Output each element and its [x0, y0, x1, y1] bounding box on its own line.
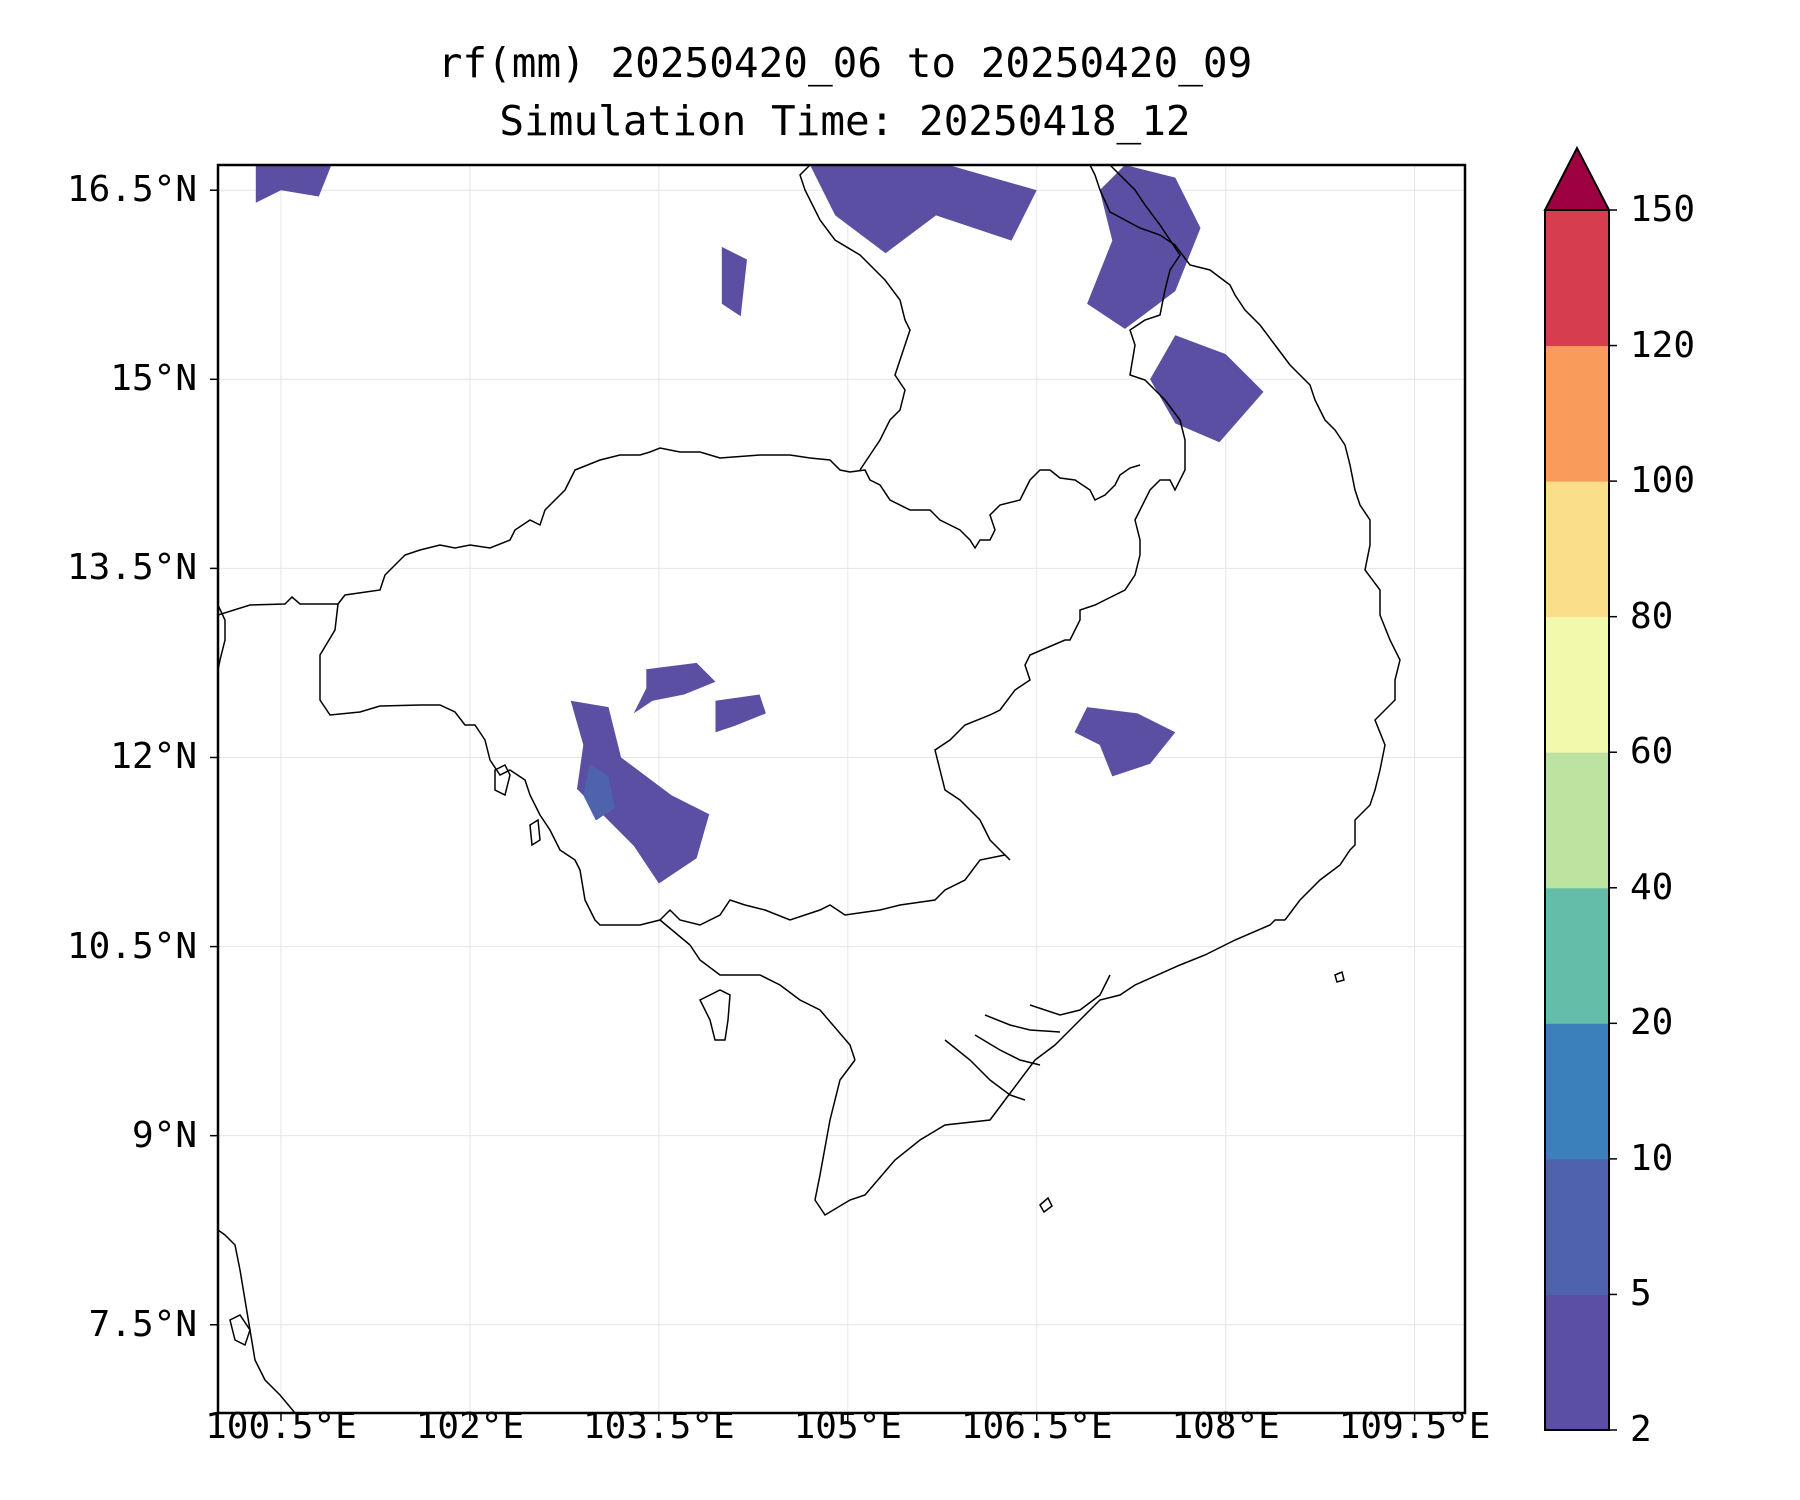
rain-area — [715, 694, 766, 733]
tonle-sap-channel — [1029, 974, 1111, 1016]
colorbar-extend-arrow — [1543, 145, 1611, 211]
cambodia-northern-border — [659, 165, 1186, 926]
rain-area — [810, 165, 1037, 254]
rain-area — [1150, 335, 1264, 443]
vietnam-south-coast — [1004, 919, 1285, 1101]
peninsula-coast — [218, 1229, 296, 1413]
gulf-islands — [229, 1314, 251, 1347]
y-tick-label: 9°N — [131, 1114, 197, 1156]
thailand-cambodia-coast — [218, 595, 691, 946]
y-tick-label: 10.5°N — [66, 925, 197, 967]
laos-thailand-border-mekong — [799, 165, 911, 471]
cambodia-vietnam-coast — [689, 944, 856, 1061]
colorbar-segment — [1545, 752, 1609, 889]
x-tick-label: 103.5°E — [582, 1406, 735, 1447]
x-tick-label: 100.5°E — [205, 1406, 357, 1447]
y-tick-label: 15°N — [110, 358, 197, 400]
colorbar-frame — [1544, 209, 1610, 1431]
colorbar-tick-label: 5 — [1630, 1273, 1652, 1315]
colorbar-segment — [1545, 210, 1609, 347]
small-island-1 — [529, 818, 541, 847]
phu-quoc-island — [698, 989, 731, 1041]
colorbar-tick-label: 80 — [1630, 595, 1674, 637]
colorbar-segment — [1545, 1294, 1609, 1431]
y-tick-label: 12°N — [110, 736, 197, 778]
y-tick-label: 7.5°N — [88, 1303, 197, 1345]
rain-area — [583, 763, 615, 821]
x-tick-label: 102°E — [415, 1406, 525, 1447]
colorbar-segment — [1545, 1023, 1609, 1160]
colorbar-tick-label: 20 — [1630, 1002, 1674, 1044]
y-tick-label: 13.5°N — [66, 547, 197, 589]
colorbar-tick-label: 2 — [1630, 1409, 1652, 1450]
rain-area — [633, 662, 716, 714]
x-tick-label: 108°E — [1171, 1406, 1280, 1447]
rain-area — [570, 700, 710, 884]
map-frame — [216, 163, 1467, 1415]
colorbar-segment — [1545, 481, 1609, 618]
map-background — [218, 165, 1465, 1413]
colorbar-segment — [1545, 887, 1609, 1024]
colorbar-tick-label: 120 — [1630, 324, 1696, 366]
rainfall-contours — [255, 165, 1264, 884]
mekong-branch-2 — [974, 1034, 1041, 1066]
x-tick-label: 105°E — [793, 1406, 902, 1447]
colorbar — [1543, 145, 1617, 1431]
colorbar-tick-label: 40 — [1630, 866, 1674, 908]
rain-area — [255, 165, 332, 203]
rain-area — [721, 246, 747, 317]
colorbar-segment — [1545, 345, 1609, 482]
thailand-west-border — [218, 604, 226, 671]
colorbar-tick-label: 10 — [1630, 1137, 1674, 1179]
island-phu-quy — [1334, 970, 1345, 983]
rain-area — [1087, 165, 1201, 329]
coastlines-borders — [218, 165, 1401, 1413]
mekong-branch-3 — [984, 1014, 1061, 1033]
colorbar-segment — [1545, 616, 1609, 753]
chart-subtitle: Simulation Time: 20250418_12 — [499, 97, 1191, 145]
colorbar-tick-label: 100 — [1630, 460, 1696, 502]
mekong-branch-1 — [944, 1039, 1026, 1101]
axis-ticks — [210, 189, 1416, 1421]
vietnam-mekong-coast — [814, 1059, 1006, 1217]
koh-kong-island — [494, 763, 511, 797]
x-tick-label: 109.5°E — [1338, 1406, 1491, 1447]
chart-title: rf(mm) 20250420_06 to 20250420_09 — [437, 39, 1253, 87]
x-tick-label: 106.5°E — [960, 1406, 1113, 1447]
cambodia-laos-thailand-border — [337, 447, 1141, 605]
colorbar-tick-label: 60 — [1630, 731, 1674, 773]
rain-area — [1074, 707, 1176, 777]
vietnam-east-coast — [1089, 165, 1401, 921]
colorbar-segment — [1545, 1158, 1609, 1295]
colorbar-tick-label: 150 — [1630, 189, 1696, 230]
con-dao-island — [1039, 1196, 1053, 1214]
y-tick-label: 16.5°N — [66, 169, 197, 211]
